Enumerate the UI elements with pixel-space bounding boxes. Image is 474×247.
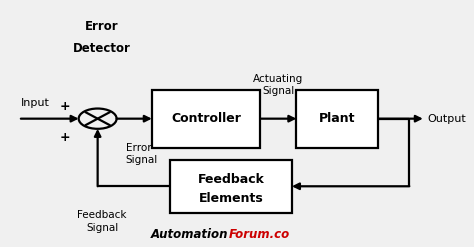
FancyBboxPatch shape	[170, 160, 292, 213]
FancyBboxPatch shape	[296, 90, 378, 148]
Text: Feedback
Signal: Feedback Signal	[77, 210, 127, 233]
Text: Elements: Elements	[199, 192, 263, 205]
Text: Plant: Plant	[319, 112, 356, 125]
Text: Input: Input	[21, 98, 50, 108]
Text: Error
Signal: Error Signal	[126, 143, 158, 165]
Text: Actuating
Signal: Actuating Signal	[253, 74, 303, 96]
Text: Controller: Controller	[171, 112, 241, 125]
Text: Feedback: Feedback	[198, 173, 264, 185]
FancyBboxPatch shape	[152, 90, 260, 148]
Text: +: +	[60, 100, 71, 113]
Text: Output: Output	[428, 114, 466, 124]
Text: Error: Error	[85, 21, 119, 33]
Text: Forum.co: Forum.co	[228, 228, 290, 241]
Text: Automation: Automation	[151, 228, 228, 241]
Text: +: +	[60, 131, 71, 144]
Text: Detector: Detector	[73, 42, 131, 55]
